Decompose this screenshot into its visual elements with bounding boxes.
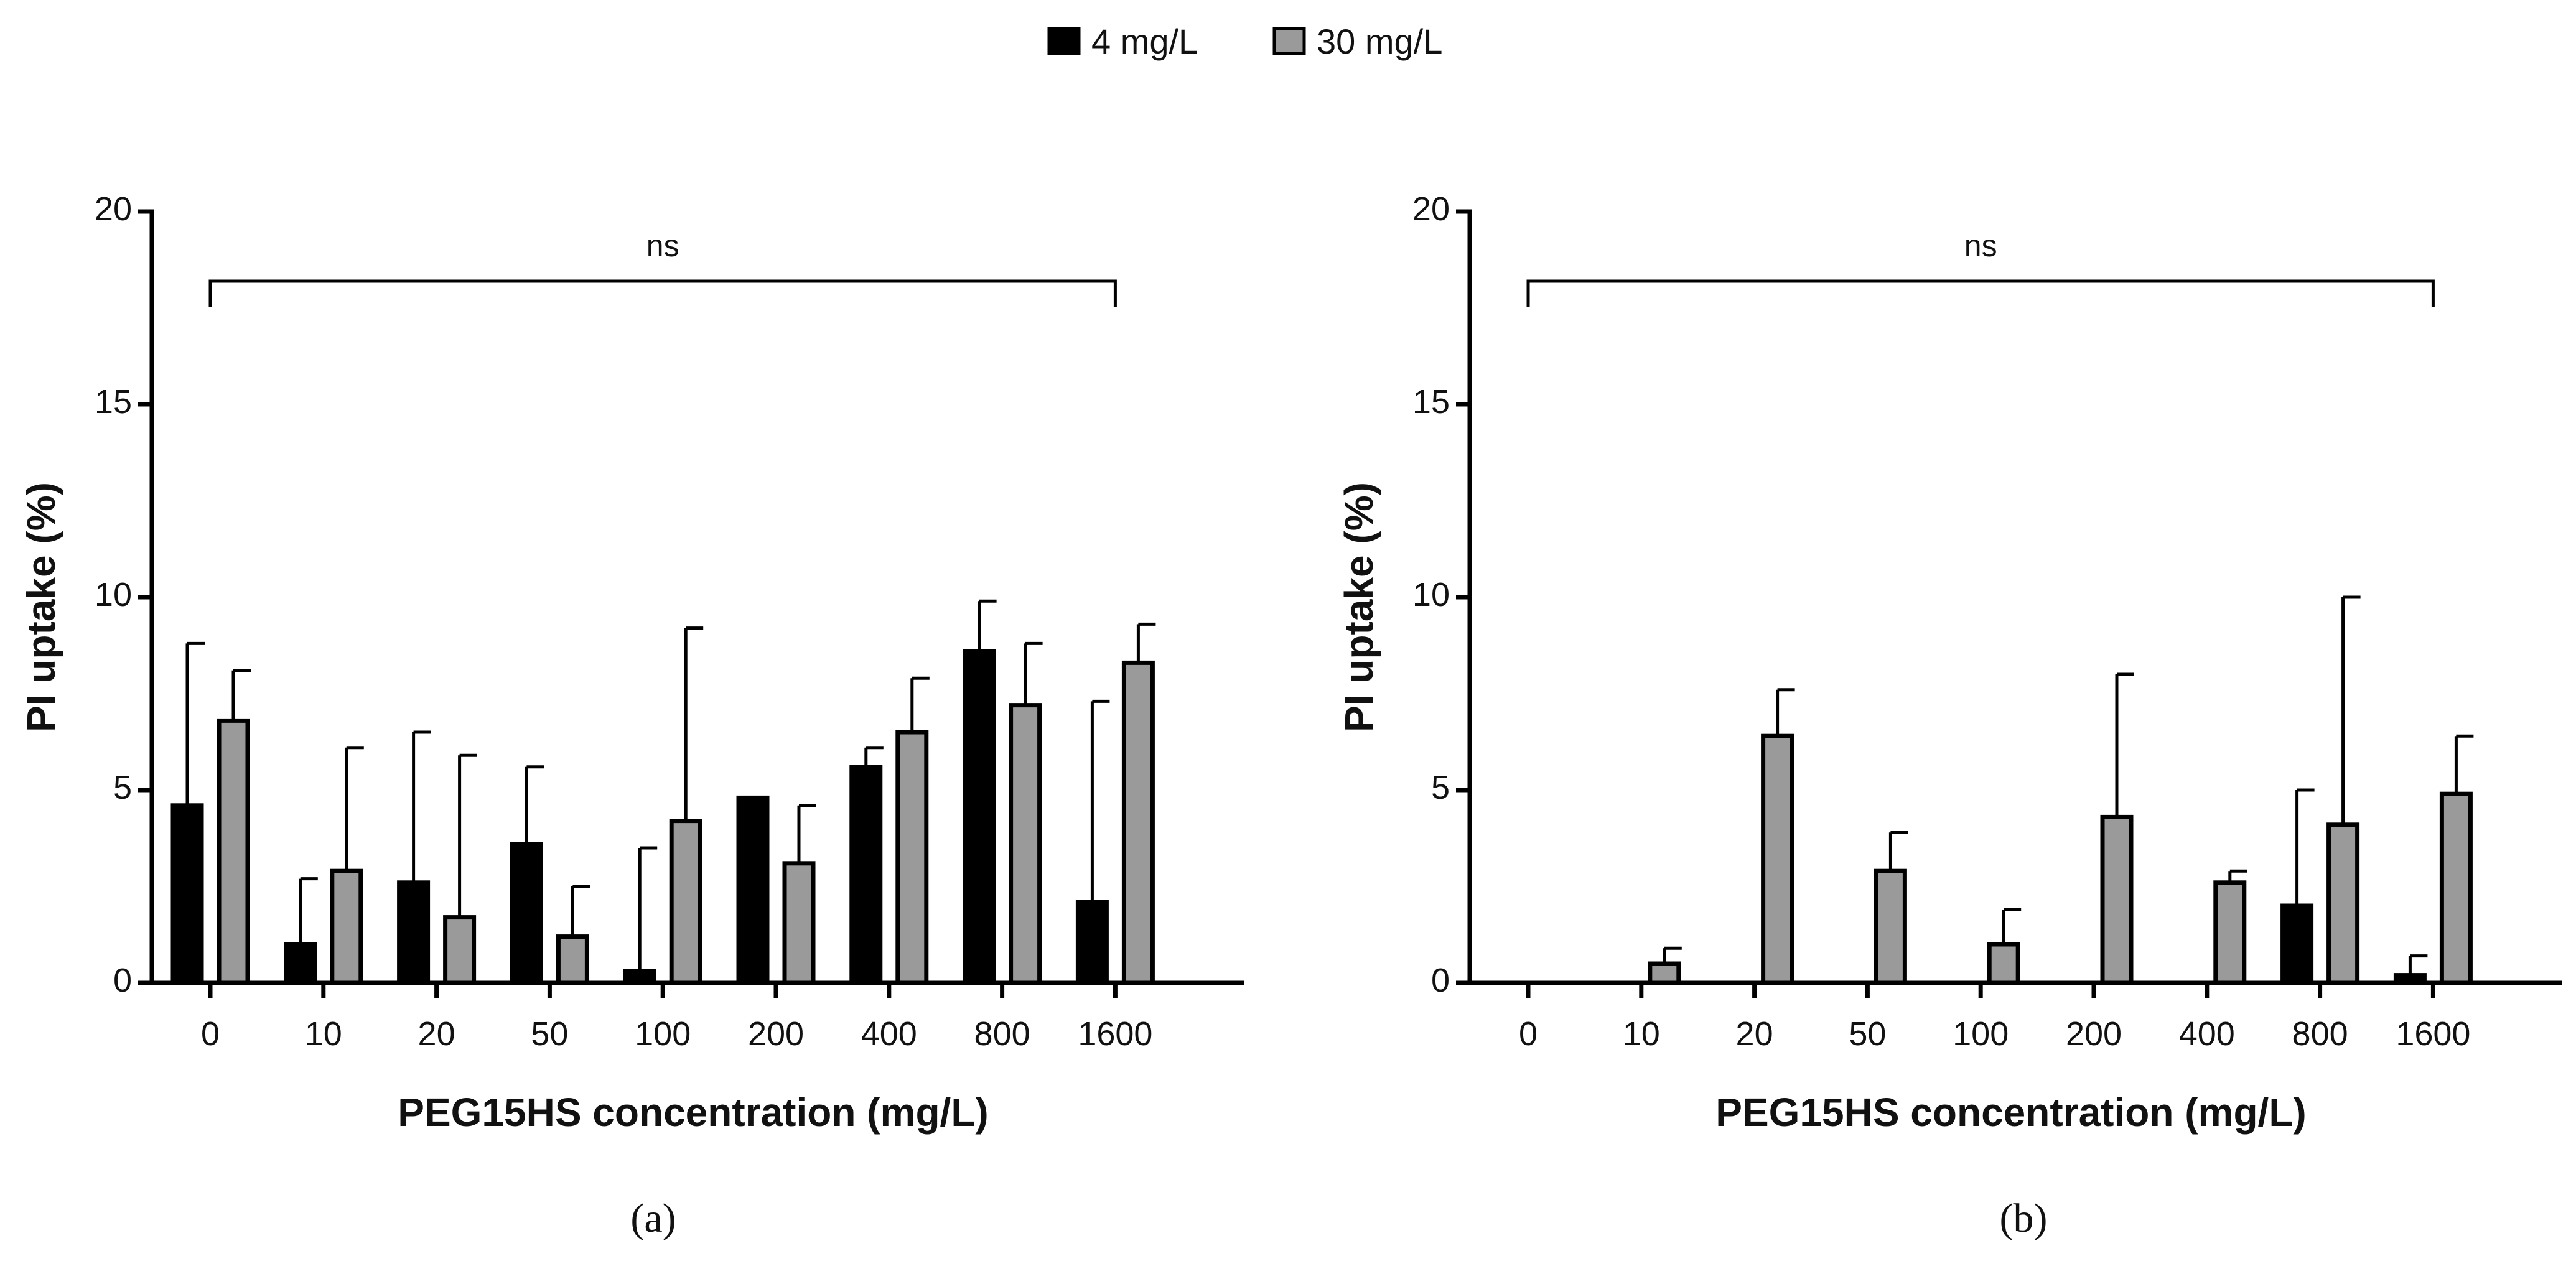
xtick-label: 100: [635, 1015, 691, 1053]
bar-30mg-100: [669, 819, 702, 985]
legend: 4 mg/L 30 mg/L: [1047, 22, 1442, 61]
bar-30mg-800: [2326, 822, 2360, 985]
ytick-label: 20: [1412, 190, 1450, 228]
xtick-label: 100: [1953, 1015, 2009, 1053]
ytick-label: 0: [113, 962, 132, 999]
x-axis-label: PEG15HS concentration (mg/L): [1715, 1090, 2306, 1135]
y-axis-label: PI uptake (%): [1337, 482, 1381, 732]
xtick-label: 50: [1849, 1015, 1886, 1053]
chart-panel-a: 0 5 10 15 20 0 10 20 50 100 200 400 800 …: [19, 190, 1244, 1241]
bar-4mg-1600: [2393, 973, 2427, 985]
bar-30mg-10: [330, 868, 363, 985]
ytick-label: 10: [1412, 576, 1450, 613]
xtick-label: 800: [974, 1015, 1030, 1053]
bar-4mg-1600: [1075, 900, 1109, 985]
xtick-label: 800: [2292, 1015, 2348, 1053]
xtick-label: 20: [418, 1015, 455, 1053]
bar-30mg-400: [895, 730, 929, 985]
y-axis-label: PI uptake (%): [19, 482, 63, 732]
xtick-label: 0: [201, 1015, 220, 1053]
legend-swatch-4mg: [1047, 27, 1081, 55]
significance-bracket: [1526, 279, 2435, 307]
ytick-label: 5: [113, 769, 132, 806]
bar-30mg-200: [782, 861, 816, 985]
xtick-label: 400: [2179, 1015, 2235, 1053]
bar-4mg-20: [397, 880, 431, 985]
bar-30mg-100: [1987, 942, 2020, 985]
bar-30mg-50: [556, 934, 589, 985]
bar-30mg-200: [2100, 814, 2134, 985]
xtick-label: 10: [1623, 1015, 1660, 1053]
xtick-label: 200: [2066, 1015, 2122, 1053]
bar-30mg-20: [443, 915, 477, 985]
x-axis-label: PEG15HS concentration (mg/L): [398, 1090, 988, 1135]
bar-30mg-400: [2213, 880, 2247, 985]
bar-30mg-0: [217, 718, 250, 985]
bar-30mg-800: [1009, 703, 1042, 985]
ytick-label: 0: [1431, 962, 1450, 999]
panel-label-b: (b): [2000, 1196, 2048, 1241]
ytick-label: 15: [95, 383, 132, 421]
xtick-label: 0: [1519, 1015, 1538, 1053]
xtick-label: 200: [748, 1015, 804, 1053]
bar-4mg-800: [2280, 903, 2314, 985]
bar-4mg-10: [284, 942, 317, 985]
legend-label-4mg: 4 mg/L: [1091, 22, 1198, 61]
bar-30mg-20: [1761, 733, 1794, 985]
ytick-label: 10: [95, 576, 132, 613]
bar-4mg-50: [510, 842, 543, 985]
bar-30mg-50: [1874, 868, 1907, 985]
xtick-label: 1600: [2396, 1015, 2470, 1053]
xtick-label: 1600: [1078, 1015, 1152, 1053]
significance-bracket: [208, 279, 1117, 307]
ytick-label: 20: [95, 190, 132, 228]
panel-label-a: (a): [630, 1196, 676, 1241]
bar-4mg-0: [170, 803, 204, 985]
ns-annotation: ns: [1964, 228, 1997, 263]
xtick-label: 10: [305, 1015, 342, 1053]
bar-4mg-100: [623, 969, 656, 985]
xtick-label: 20: [1736, 1015, 1773, 1053]
bar-4mg-200: [736, 795, 770, 985]
bar-4mg-400: [849, 765, 883, 985]
ytick-label: 15: [1412, 383, 1450, 421]
xtick-label: 50: [531, 1015, 568, 1053]
bar-30mg-1600: [2439, 791, 2473, 985]
bar-30mg-1600: [1121, 660, 1155, 985]
chart-panel-b: 0 5 10 15 20 0 10 20 50 100 200 400 800 …: [1337, 190, 2562, 1241]
ns-annotation: ns: [646, 228, 679, 263]
bar-4mg-800: [963, 649, 996, 985]
ytick-label: 5: [1431, 769, 1450, 806]
legend-label-30mg: 30 mg/L: [1317, 22, 1442, 61]
legend-swatch-30mg: [1272, 27, 1306, 55]
bar-30mg-10: [1648, 961, 1681, 985]
xtick-label: 400: [861, 1015, 917, 1053]
